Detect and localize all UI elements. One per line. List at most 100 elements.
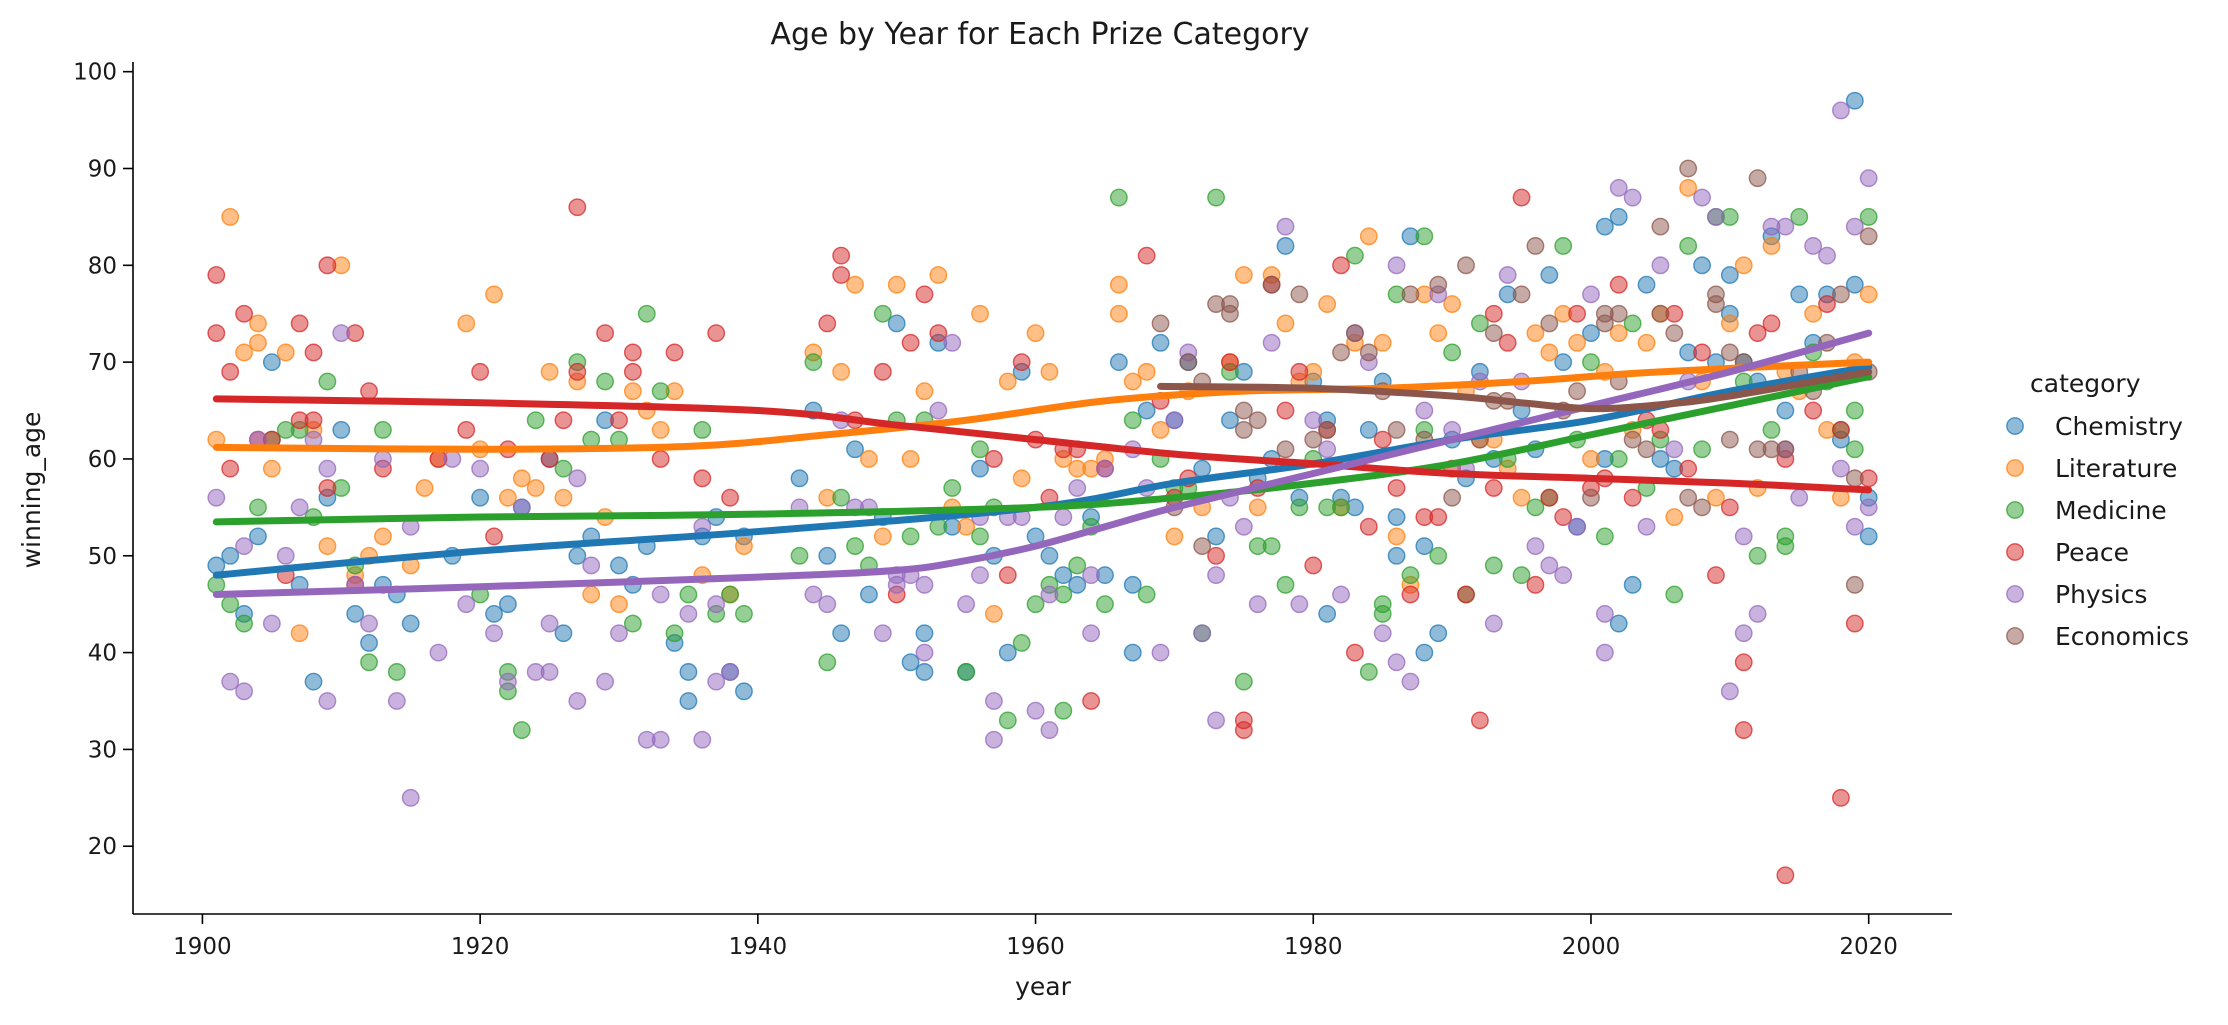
data-point-literature — [1248, 498, 1267, 517]
data-point-medicine — [1373, 595, 1392, 614]
plot-area — [207, 91, 1878, 885]
data-point-peace — [1207, 546, 1225, 565]
data-point-peace — [873, 362, 892, 381]
data-point-chemistry — [485, 604, 503, 623]
data-point-medicine — [1262, 537, 1281, 555]
data-point-medicine — [1665, 585, 1684, 604]
data-point-physics — [1859, 169, 1878, 188]
data-point-chemistry — [1068, 575, 1087, 594]
data-point-literature — [985, 604, 1003, 623]
data-point-physics — [1248, 595, 1267, 614]
data-point-peace — [693, 469, 712, 488]
y-tick-label: 20 — [88, 834, 117, 860]
data-point-physics — [985, 692, 1003, 710]
data-point-literature — [249, 333, 267, 352]
data-point-literature — [540, 362, 559, 381]
data-point-chemistry — [1415, 537, 1434, 555]
data-point-physics — [235, 537, 253, 555]
data-point-medicine — [1762, 421, 1781, 439]
data-point-literature — [735, 537, 753, 555]
data-point-medicine — [512, 721, 531, 739]
data-point-medicine — [1845, 401, 1864, 420]
data-point-medicine — [1693, 440, 1711, 459]
data-point-physics — [1665, 440, 1684, 459]
data-point-economics — [1651, 304, 1670, 323]
data-point-literature — [1665, 508, 1684, 526]
data-point-physics — [1318, 440, 1337, 459]
data-point-peace — [304, 343, 323, 362]
data-point-medicine — [1845, 440, 1864, 459]
data-point-physics — [1234, 517, 1253, 536]
data-point-medicine — [1276, 575, 1295, 594]
x-axis-label: year — [1015, 972, 1071, 1001]
data-point-chemistry — [1276, 237, 1295, 255]
data-point-medicine — [623, 614, 642, 633]
data-point-physics — [318, 692, 337, 710]
data-point-medicine — [1512, 566, 1531, 585]
data-point-peace — [1346, 643, 1364, 662]
data-point-physics — [818, 595, 837, 614]
data-point-economics — [1429, 275, 1448, 294]
data-point-physics — [1790, 488, 1809, 507]
data-point-peace — [1693, 343, 1711, 362]
data-point-literature — [1012, 469, 1031, 488]
data-point-peace — [818, 314, 837, 333]
data-point-peace — [554, 411, 573, 430]
data-point-literature — [623, 382, 642, 401]
data-point-peace — [1845, 614, 1864, 633]
data-point-physics — [596, 672, 615, 691]
data-point-medicine — [1332, 498, 1350, 517]
series-physics-points — [207, 101, 1878, 807]
data-point-physics — [1401, 672, 1420, 691]
data-point-peace — [1832, 788, 1850, 807]
data-point-physics — [318, 459, 337, 478]
data-point-chemistry — [1040, 546, 1059, 565]
data-point-chemistry — [1637, 275, 1656, 294]
x-tick-label: 1980 — [1284, 934, 1343, 960]
data-point-physics — [1207, 711, 1225, 730]
data-point-medicine — [1346, 246, 1364, 265]
data-point-economics — [1484, 324, 1503, 342]
data-point-medicine — [1109, 188, 1128, 207]
data-point-literature — [1637, 333, 1656, 352]
data-point-chemistry — [818, 546, 837, 565]
data-point-chemistry — [1054, 566, 1073, 585]
data-point-literature — [1609, 324, 1628, 342]
data-point-chemistry — [887, 314, 906, 333]
data-point-peace — [832, 266, 851, 284]
data-point-economics — [1679, 159, 1698, 178]
trend-line-peace — [212, 395, 1873, 494]
data-point-peace — [1512, 188, 1531, 207]
data-point-chemistry — [1845, 275, 1864, 294]
data-point-physics — [471, 459, 490, 478]
data-point-peace — [1762, 314, 1781, 333]
data-point-chemistry — [471, 488, 490, 507]
data-point-chemistry — [679, 692, 698, 710]
data-point-physics — [1804, 237, 1823, 255]
data-point-economics — [1332, 343, 1350, 362]
data-point-medicine — [526, 411, 545, 430]
data-point-chemistry — [1859, 527, 1878, 546]
data-point-literature — [860, 450, 878, 468]
data-point-physics — [707, 595, 726, 614]
legend-label-literature: Literature — [2055, 454, 2177, 483]
data-point-peace — [304, 411, 323, 430]
x-tick-label: 2020 — [1839, 934, 1898, 960]
data-point-literature — [887, 275, 906, 294]
data-point-physics — [1526, 537, 1545, 555]
data-point-physics — [457, 595, 476, 614]
data-point-chemistry — [1123, 575, 1142, 594]
data-point-economics — [1582, 488, 1600, 507]
data-point-chemistry — [1387, 508, 1406, 526]
data-point-physics — [207, 488, 226, 507]
data-point-medicine — [637, 304, 656, 323]
data-point-medicine — [1595, 527, 1614, 546]
data-point-peace — [1720, 498, 1739, 517]
data-point-literature — [971, 304, 989, 323]
data-point-physics — [610, 624, 628, 643]
data-point-chemistry — [860, 585, 878, 604]
data-point-chemistry — [1776, 401, 1795, 420]
data-point-physics — [1373, 624, 1392, 643]
data-point-literature — [1443, 295, 1462, 313]
data-point-medicine — [374, 421, 392, 439]
